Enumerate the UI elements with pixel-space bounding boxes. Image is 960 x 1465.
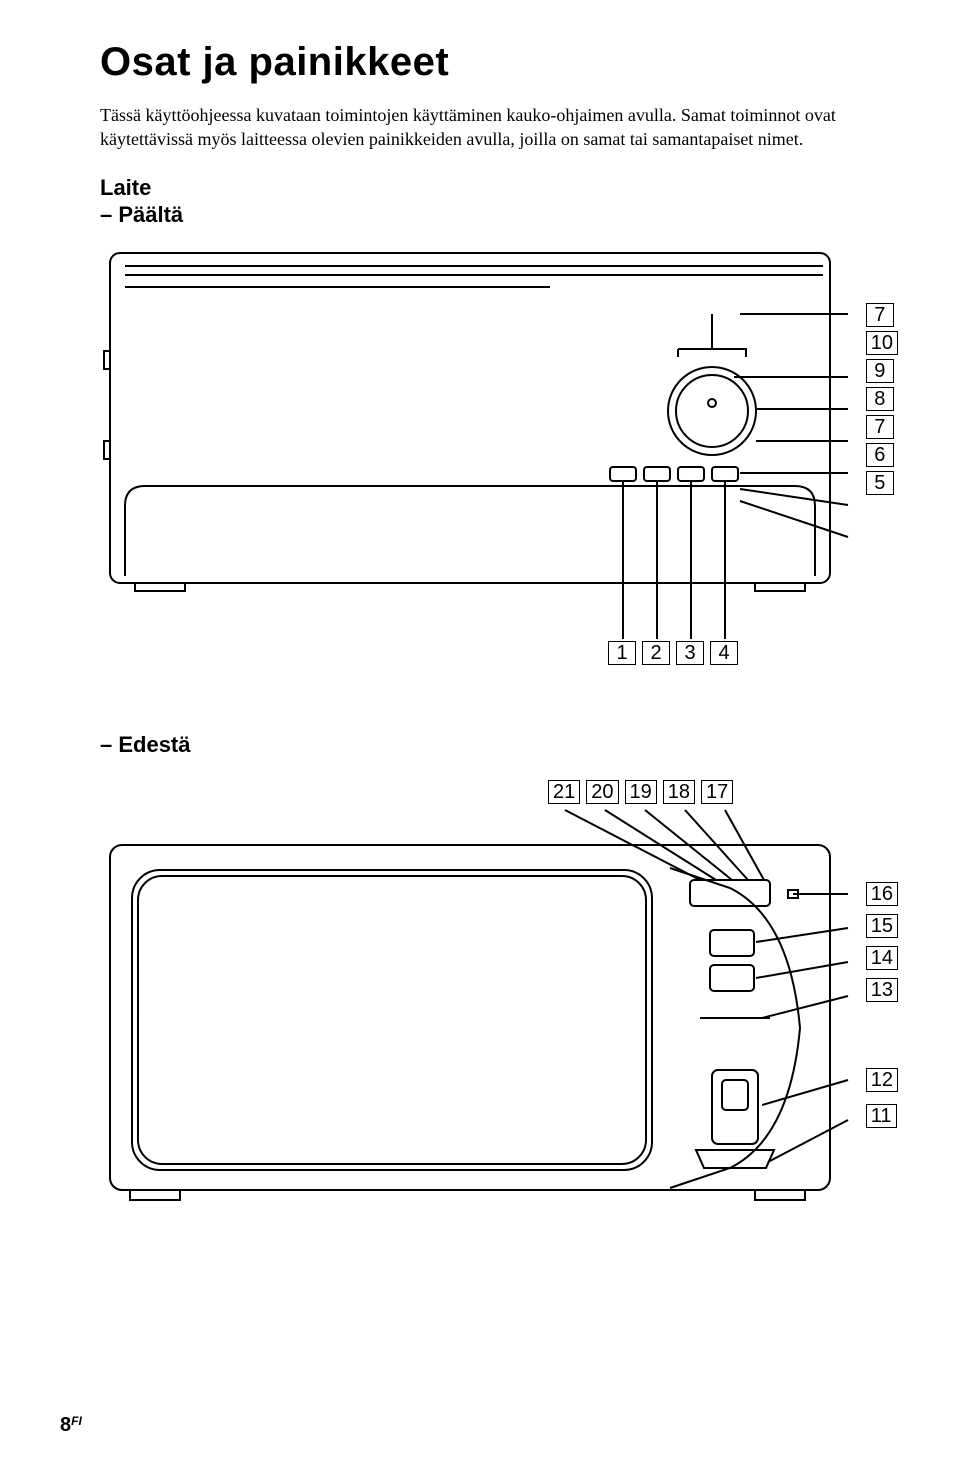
- section-subhead-front: – Edestä: [100, 731, 890, 759]
- label-top-9: 9: [866, 359, 894, 383]
- label-front-17: 17: [701, 780, 733, 804]
- diagram-top: 7 10 9 8 7 6 5 1 2 3 4: [100, 241, 890, 711]
- label-front-20: 20: [586, 780, 618, 804]
- section-front: – Edestä: [100, 731, 890, 1251]
- page-number-value: 8: [60, 1414, 71, 1436]
- subhead2-text: – Edestä: [100, 732, 191, 757]
- label-top-10: 10: [866, 331, 898, 355]
- label-top-5: 5: [866, 471, 894, 495]
- label-top-8: 8: [866, 387, 894, 411]
- label-top-7b: 7: [866, 415, 894, 439]
- label-front-18: 18: [663, 780, 695, 804]
- label-front-12: 12: [866, 1068, 898, 1092]
- subhead-line1: Laite: [100, 175, 151, 200]
- page-number: 8FI: [60, 1414, 82, 1437]
- label-top-1: 1: [608, 641, 636, 665]
- page-lang: FI: [71, 1414, 82, 1428]
- label-front-21: 21: [548, 780, 580, 804]
- label-top-4: 4: [710, 641, 738, 665]
- label-front-19: 19: [625, 780, 657, 804]
- label-front-13: 13: [866, 978, 898, 1002]
- label-top-7a: 7: [866, 303, 894, 327]
- label-front-16: 16: [866, 882, 898, 906]
- page-title: Osat ja painikkeet: [100, 40, 890, 85]
- label-front-11: 11: [866, 1104, 897, 1128]
- subhead-line2: – Päältä: [100, 201, 890, 229]
- diagram-front: 21 20 19 18 17 16 15 14 13 12 11: [100, 770, 890, 1250]
- label-front-15: 15: [866, 914, 898, 938]
- intro-text: Tässä käyttöohjeessa kuvataan toimintoje…: [100, 103, 890, 152]
- label-top-6: 6: [866, 443, 894, 467]
- label-top-3: 3: [676, 641, 704, 665]
- label-front-14: 14: [866, 946, 898, 970]
- label-top-2: 2: [642, 641, 670, 665]
- section-subhead-top: Laite – Päältä: [100, 174, 890, 229]
